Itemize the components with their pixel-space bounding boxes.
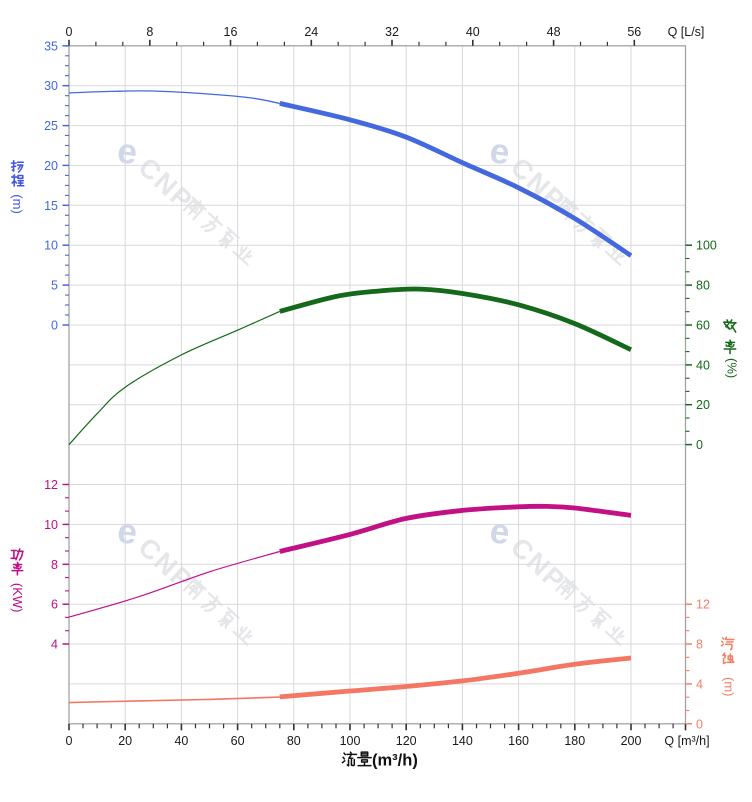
svg-text:24: 24	[304, 25, 318, 39]
svg-text:25: 25	[44, 119, 58, 133]
svg-text:120: 120	[396, 734, 417, 748]
svg-text:4: 4	[696, 677, 703, 691]
svg-text:8: 8	[696, 638, 703, 652]
svg-text:200: 200	[621, 734, 642, 748]
svg-text:0: 0	[696, 438, 703, 452]
svg-text:35: 35	[44, 39, 58, 53]
svg-text:180: 180	[564, 734, 585, 748]
svg-text:56: 56	[627, 25, 641, 39]
svg-text:40: 40	[466, 25, 480, 39]
svg-text:30: 30	[44, 79, 58, 93]
svg-text:20: 20	[44, 159, 58, 173]
svg-text:8: 8	[146, 25, 153, 39]
svg-text:80: 80	[287, 734, 301, 748]
svg-text:(m³/h): (m³/h)	[372, 752, 418, 770]
svg-text:0: 0	[66, 734, 73, 748]
svg-text:8: 8	[51, 558, 58, 572]
svg-text:20: 20	[696, 398, 710, 412]
svg-text:140: 140	[452, 734, 473, 748]
svg-text:Q [m³/h]: Q [m³/h]	[664, 734, 709, 748]
svg-text:160: 160	[508, 734, 529, 748]
svg-text:15: 15	[44, 199, 58, 213]
svg-text:Q [L/s]: Q [L/s]	[668, 25, 705, 39]
svg-text:(%): (%)	[725, 358, 740, 378]
svg-text:(KW): (KW)	[10, 583, 25, 613]
svg-text:100: 100	[696, 239, 717, 253]
svg-text:(m): (m)	[722, 677, 737, 697]
svg-text:60: 60	[231, 734, 245, 748]
svg-text:40: 40	[174, 734, 188, 748]
svg-text:5: 5	[51, 279, 58, 293]
svg-text:0: 0	[696, 717, 703, 731]
svg-text:4: 4	[51, 638, 58, 652]
svg-text:(m): (m)	[10, 194, 25, 214]
svg-text:6: 6	[51, 598, 58, 612]
svg-text:0: 0	[51, 319, 58, 333]
svg-text:12: 12	[44, 478, 58, 492]
svg-text:10: 10	[44, 518, 58, 532]
svg-text:60: 60	[696, 319, 710, 333]
svg-text:12: 12	[696, 598, 710, 612]
svg-text:0: 0	[66, 25, 73, 39]
svg-text:16: 16	[224, 25, 238, 39]
svg-text:10: 10	[44, 239, 58, 253]
svg-text:48: 48	[547, 25, 561, 39]
svg-text:100: 100	[340, 734, 361, 748]
svg-text:40: 40	[696, 358, 710, 372]
svg-text:20: 20	[118, 734, 132, 748]
svg-text:80: 80	[696, 279, 710, 293]
svg-text:32: 32	[385, 25, 399, 39]
